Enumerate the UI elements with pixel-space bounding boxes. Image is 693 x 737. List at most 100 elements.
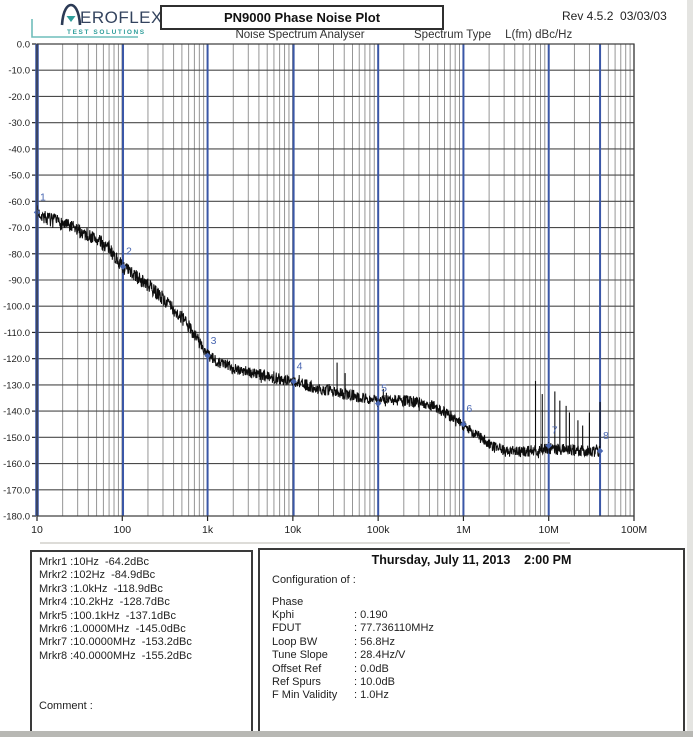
config-label: FDUT [272,622,302,635]
marker-number-label: 1 [40,191,46,203]
config-value: : 1.0Hz [354,689,389,702]
noise-trace [36,205,601,459]
y-axis-tick-label: -150.0 [3,433,30,444]
marker-number-label: 5 [381,383,387,395]
plot-title: PN9000 Phase Noise Plot [223,10,381,25]
y-axis-tick-label: -100.0 [3,302,30,313]
y-axis-tick-label: -160.0 [3,459,30,470]
config-row: Offset Ref: 0.0dB [272,663,672,676]
config-row: F Min Validity : 1.0Hz [272,689,672,702]
marker-point-8 [596,447,604,455]
config-label: Tune Slope [272,649,328,662]
logo-triangle-icon [66,16,76,22]
marker-readout: Mrkr1 :10Hz -64.2dBc [39,556,150,568]
config-heading: Configuration of : [272,574,356,586]
plot-title-box: PN9000 Phase Noise Plot [160,5,444,30]
phase-noise-plot: 0.0 -10.0 -20.0 -30.0 -40.0 -50.0 -60.0 -70.0 -8… [3,40,647,537]
x-axis-tick-label: 1M [456,524,471,536]
x-axis-tick-label: 100 [114,524,132,536]
y-axis-tick-label: -170.0 [3,485,30,496]
x-axis-tick-label: 10M [538,524,558,536]
config-row: Tune Slope : 28.4Hz/V [272,649,672,662]
x-axis-tick-label: 10k [284,524,302,536]
phase-noise-trace [36,205,601,459]
config-label: Ref Spurs [272,676,321,689]
y-axis-tick-label: -140.0 [3,407,30,418]
y-axis-tick-label: -180.0 [3,512,30,523]
config-value: : 28.4Hz/V [354,649,406,662]
logo-brand-text: EROFLEX [80,8,163,27]
scan-edge-bottom [0,731,693,737]
aeroflex-logo: EROFLEX TEST SOLUTIONS [26,1,181,43]
marker-number-label: 2 [126,246,132,258]
marker-readout: Mrkr7 :10.0000MHz -153.2dBc [39,636,192,649]
grid-major: 0.0 -10.0 -20.0 -30.0 -40.0 -50.0 -60.0 -70.0 -8… [3,40,647,537]
config-label: Loop BW [272,635,318,648]
marker-number-label: 3 [211,335,217,347]
config-section-name: Phase [272,596,304,608]
timestamp: Thursday, July 11, 2013 2:00 PM [371,553,572,567]
x-axis-tick-label: 100k [367,524,391,536]
y-axis-tick-label: -120.0 [3,354,30,365]
config-row: Kphi : 0.190 [272,609,672,622]
config-value: : 10.0dB [354,676,395,689]
marker-readout-panel: Mrkr1 :10Hz -64.2dBc Mrkr2 :102Hz -84.9dB… [30,550,253,737]
marker-number-label: 7 [552,425,558,437]
marker-number-label: 6 [466,403,472,415]
marker-list: Mrkr1 :10Hz -64.2dBc Mrkr2 :102Hz -84.9dB… [32,552,251,663]
y-axis-tick-label: -10.0 [8,66,30,77]
config-label: F Min Validity [272,689,338,702]
config-row: FDUT : 77.736110MHz [272,622,672,635]
spectrum-type: Spectrum Type L(fm) dBc/Hz [414,29,572,41]
logo-arch-icon [60,3,82,26]
y-axis-tick-label: -40.0 [8,144,30,155]
y-axis-tick-label: -60.0 [8,197,30,208]
comment-label: Comment : [39,700,93,712]
y-axis-tick-label: -130.0 [3,380,30,391]
marker-point-3 [204,352,211,359]
marker-readout: Mrkr5 :100.1kHz -137.1dBc [39,609,176,622]
config-row: Loop BW : 56.8Hz [272,636,672,649]
marker-readout: Mrkr4 :10.2kHz -128.7dBc [39,596,170,609]
marker-point-4 [290,378,297,385]
scan-edge-right [687,0,693,737]
y-axis-tick-label: -90.0 [8,276,30,287]
marker-number-label: 8 [603,430,609,442]
marker-point-6 [460,421,467,428]
config-value: : 56.8Hz [354,635,395,648]
y-axis-tick-label: -70.0 [8,223,30,234]
marker-points: 1 2 3 4 5 6 7 8 [33,191,609,455]
config-rows: Kphi : 0.190 FDUT : 77.736110MHz Loop BW : 56… [272,609,672,703]
config-label: Offset Ref [272,662,322,675]
logo-tagline-text: TEST SOLUTIONS [67,29,146,36]
x-axis-tick-label: 1k [202,524,214,536]
plot-border [36,43,635,517]
marker-point-2 [119,263,127,270]
marker-readout: Mrkr3 :1.0kHz -118.9dBc [39,582,163,595]
y-axis-tick-label: -80.0 [8,249,30,260]
y-axis-tick-label: -20.0 [8,92,30,103]
marker-point-5 [374,400,382,407]
analyser-subtitle: Noise Spectrum Analyser [235,29,365,41]
logo-bracket [31,19,138,38]
y-axis-tick-label: 0.0 [17,40,30,51]
y-axis-tick-label: -30.0 [8,118,30,129]
marker-number-label: 4 [297,360,303,372]
scan-smear [40,542,570,544]
marker-readout: Mrkr8 :40.0000MHz -155.2dBc [39,649,192,662]
y-axis-tick-label: -110.0 [4,328,30,339]
spurs [336,362,601,452]
config-row: Ref Spurs : 10.0dB [272,676,672,689]
config-value: : 0.190 [354,609,388,621]
marker-readout: Mrkr6 :1.0000MHz -145.0dBc [39,623,186,636]
spectrum-type-label: Spectrum Type [414,29,492,41]
y-axis-tick-label: -50.0 [8,171,30,182]
aeroflex-logo-graphic: EROFLEX TEST SOLUTIONS [31,3,163,38]
marker-readout: Mrkr2 :102Hz -84.9dBc [39,569,156,582]
revision-text: Rev 4.5.2 03/03/03 [562,9,667,23]
marker-point-7 [545,442,552,449]
spectrum-type-value: L(fm) dBc/Hz [505,29,573,41]
config-value: : 77.736110MHz [354,622,434,635]
config-label: Kphi [272,609,295,621]
